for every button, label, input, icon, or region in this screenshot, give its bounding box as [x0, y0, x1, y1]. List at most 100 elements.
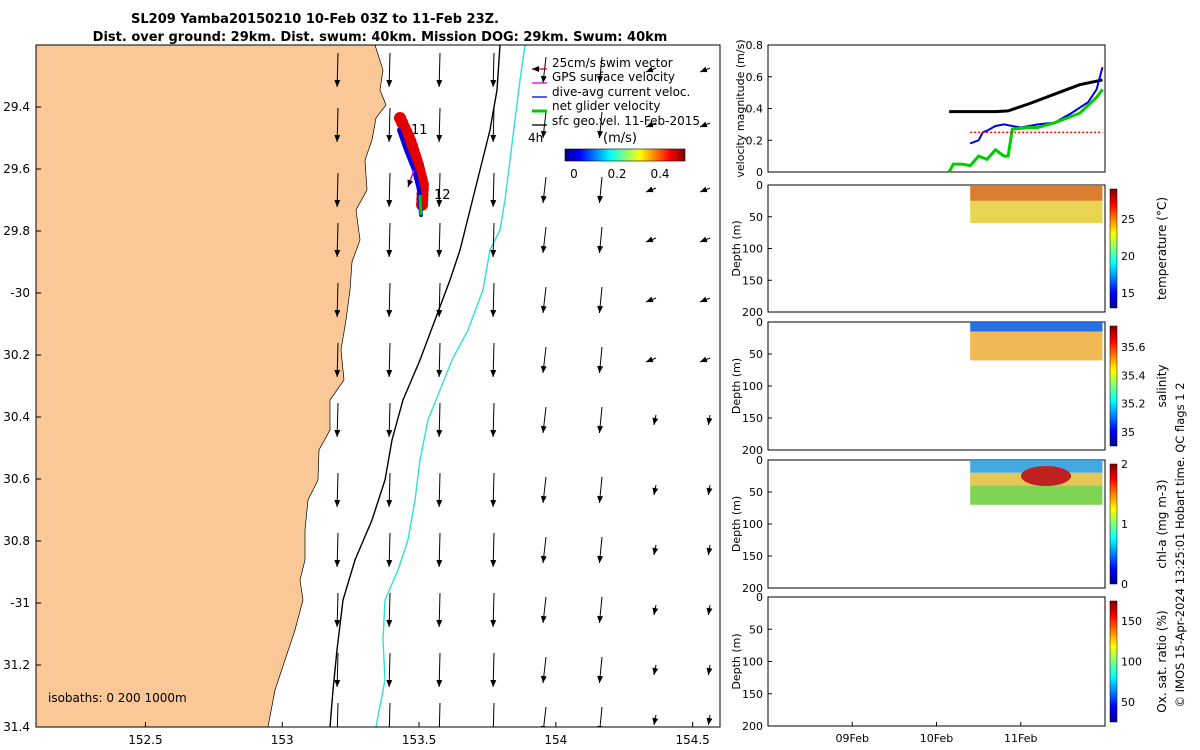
map-y-tick-label: 30.6: [3, 472, 30, 486]
isobath-1000: [375, 45, 526, 727]
velocity-arrow: [490, 107, 497, 143]
velocity-y-label: velocity magnitude (m/s): [734, 39, 747, 177]
velocity-arrow: [540, 596, 547, 624]
velocity-y-tick-label: 0.4: [746, 103, 764, 116]
map-y-tick-label: -31: [10, 596, 30, 610]
depth-tick-label: 150: [742, 274, 763, 287]
colorbar-tick-label: 25: [1121, 213, 1135, 226]
velocity-arrow: [386, 52, 393, 88]
depth-tick-label: 150: [742, 550, 763, 563]
colorbar-0: [1109, 188, 1118, 309]
velocity-arrow: [597, 111, 604, 139]
velocity-arrow: [699, 236, 711, 243]
velocity-arrow: [540, 346, 547, 374]
depth-tick-label: 50: [749, 486, 763, 499]
velocity-y-tick-label: 0.2: [746, 134, 764, 147]
legend-gps: GPS surface velocity: [552, 70, 675, 84]
map-x-tick-label: 152.5: [128, 733, 162, 747]
velocity-arrow: [334, 52, 341, 88]
footer-text: © IMOS 15-Apr-2024 13:25:01 Hobart time.…: [1173, 382, 1187, 707]
velocity-y-tick-label: 0.6: [746, 71, 764, 84]
hour-label: 4h: [528, 131, 543, 145]
velocity-arrow: [652, 484, 659, 496]
heatmap-block: [970, 460, 1103, 473]
velocity-arrow: [490, 282, 497, 318]
velocity-arrow: [645, 186, 657, 193]
velocity-arrow: [706, 714, 713, 726]
colorbar-tick-label: 35.2: [1121, 398, 1146, 411]
date-tick-label: 11Feb: [1004, 732, 1037, 745]
map-y-tick-label: 29.8: [3, 224, 30, 238]
velocity-arrow: [540, 706, 547, 727]
velocity-arrow: [597, 176, 604, 204]
depth-tick-label: 150: [742, 688, 763, 701]
velocity-arrow: [540, 286, 547, 314]
heatmap-panel-2: [767, 459, 1106, 589]
velocity-arrow: [492, 702, 495, 727]
velocity-arrow: [490, 652, 497, 688]
velocity-arrow: [388, 702, 391, 727]
velocity-panel: [767, 44, 1106, 173]
velocity-arrow: [597, 286, 604, 314]
velocity-arrow: [386, 222, 393, 258]
velocity-arrow: [645, 236, 657, 243]
velocity-arrow: [540, 536, 547, 564]
velocity-arrow: [490, 342, 497, 378]
map-title-1: SL209 Yamba20150210 10-Feb 03Z to 11-Feb…: [131, 12, 499, 27]
depth-tick-label: 100: [742, 518, 763, 531]
velocity-arrow: [334, 402, 341, 438]
colorbar-tick-label: 1: [1121, 518, 1128, 531]
colorbar-tick-label: 0: [1121, 578, 1128, 591]
velocity-arrow: [597, 346, 604, 374]
map-x-ticks: 152.5 153 153.5 154 154.5: [128, 722, 710, 747]
depth-tick-label: 100: [742, 656, 763, 669]
velocity-arrow: [652, 544, 659, 556]
velocity-arrow: [386, 107, 393, 143]
velocity-arrow: [334, 472, 341, 508]
velocity-arrow: [706, 604, 713, 616]
velocity-arrow: [706, 664, 713, 676]
velocity-arrow: [436, 472, 443, 508]
velocity-arrow: [597, 656, 604, 684]
velocity-arrow: [490, 532, 497, 568]
velocity-arrow: [334, 592, 341, 628]
velocity-series-2: [947, 88, 1104, 173]
velocity-arrow: [652, 664, 659, 676]
heatmap-block: [970, 331, 1103, 361]
velocity-arrow: [436, 402, 443, 438]
map-y-tick-label: 31.4: [3, 720, 30, 734]
velocity-arrow: [706, 484, 713, 496]
velocity-arrow: [699, 186, 711, 193]
map-x-tick-label: 154: [544, 733, 567, 747]
colorbar-tick-label: 35.6: [1121, 341, 1146, 354]
depth-tick-label: 0: [756, 316, 763, 329]
velocity-arrow: [334, 652, 341, 688]
date-tick-label: 09Feb: [836, 732, 869, 745]
velocity-arrow: [706, 414, 713, 426]
map-title-2: Dist. over ground: 29km. Dist. swum: 40k…: [93, 30, 668, 45]
colorbar-tick-0: 0: [570, 167, 578, 181]
depth-tick-label: 200: [742, 720, 763, 733]
velocity-arrow: [645, 356, 657, 363]
map-y-tick-label: 29.4: [3, 100, 30, 114]
velocity-arrow: [386, 342, 393, 378]
velocity-arrow: [540, 406, 547, 434]
velocity-arrow: [436, 172, 443, 208]
depth-tick-label: 200: [742, 306, 763, 319]
depth-axis-label: Depth (m): [730, 496, 743, 552]
velocity-arrow: [490, 402, 497, 438]
velocity-arrow: [597, 56, 604, 84]
velocity-arrow: [645, 66, 657, 73]
legend-swim: 25cm/s swim vector: [552, 56, 673, 70]
day-label-11: 11: [411, 123, 428, 138]
map-x-tick-label: 154.5: [675, 733, 709, 747]
velocity-arrow: [490, 52, 497, 88]
heatmap-block: [970, 185, 1103, 201]
velocity-arrow: [540, 56, 547, 84]
colorbar-tick-label: 50: [1121, 696, 1135, 709]
velocity-arrow: [652, 604, 659, 616]
depth-tick-label: 0: [756, 591, 763, 604]
colorbar-1: [1109, 325, 1118, 447]
velocity-arrow: [336, 702, 339, 727]
velocity-arrow: [490, 172, 497, 208]
